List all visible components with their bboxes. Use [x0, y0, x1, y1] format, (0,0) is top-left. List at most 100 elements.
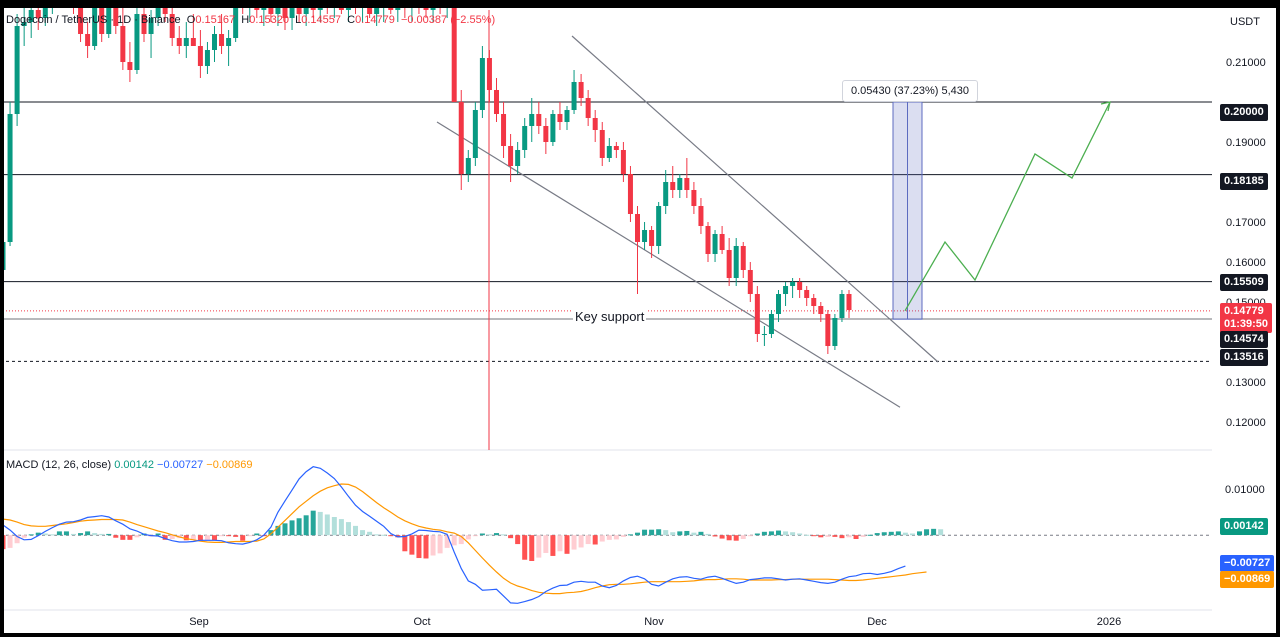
macd-hist-bar-117: [825, 535, 831, 537]
candle-19: [134, 14, 140, 70]
candle-109: [768, 314, 774, 334]
candle-95: [670, 182, 676, 190]
macd-hist-bar-59: [416, 535, 422, 559]
candle-119: [839, 294, 845, 318]
candle-115: [811, 298, 817, 306]
macd-hist-bar-123: [867, 534, 873, 536]
candle-29: [204, 50, 210, 66]
macd-hist-bar-3: [21, 535, 27, 538]
projection-arrowhead: [1100, 101, 1111, 112]
macd-hist-bar-26: [183, 535, 189, 541]
macd-hist-bar-72: [508, 535, 514, 539]
candle-116: [818, 306, 824, 314]
candle-39: [275, 6, 281, 14]
macd-hist-bar-2: [14, 535, 20, 544]
candle-3: [21, 22, 27, 26]
candle-countdown: 01:39:50: [1224, 318, 1269, 330]
macd-hist-bar-50: [353, 525, 358, 536]
macd-hist-bar-122: [860, 535, 866, 537]
macd-hist-bar-31: [219, 535, 225, 537]
macd-hist-bar-125: [881, 532, 887, 536]
macd-hist-bar-63: [444, 535, 450, 548]
candle-66: [465, 158, 471, 174]
candle-120: [846, 294, 852, 310]
macd-hist-bar-104: [733, 535, 739, 541]
macd-hist-bar-96: [677, 531, 683, 536]
macd-hist-bar-95: [670, 532, 676, 536]
candle-108: [761, 334, 767, 335]
macd-hist-bar-110: [776, 530, 781, 536]
candle-22: [155, 6, 161, 18]
candle-114: [804, 290, 810, 298]
key-support-annotation[interactable]: Key support: [573, 309, 647, 324]
macd-hist-bar-69: [486, 534, 492, 536]
candle-20: [141, 14, 147, 34]
current-price: 0.14779: [1224, 305, 1264, 317]
macd-hist-bar-42: [296, 518, 302, 536]
currency-label[interactable]: USDT: [1230, 16, 1260, 28]
candle-102: [719, 234, 725, 250]
macd-hist-bar-10: [71, 533, 76, 536]
candle-11: [78, 6, 84, 34]
candle-24: [169, 14, 175, 38]
macd-hist-bar-74: [522, 535, 528, 560]
macd-hist-bar-132: [931, 528, 937, 536]
measure-tool-label[interactable]: 0.05430 (37.23%) 5,430: [842, 80, 979, 102]
candle-26: [183, 38, 189, 46]
macd-hist-bar-128: [902, 532, 908, 536]
candle-87: [613, 146, 619, 150]
candle-14: [99, 6, 105, 34]
macd-hist-bar-116: [818, 535, 824, 538]
candle-80: [564, 110, 570, 122]
candle-73: [515, 150, 521, 166]
macd-hist-bar-101: [712, 535, 718, 537]
macd-hist-bar-9: [63, 531, 69, 536]
candle-4: [28, 10, 34, 22]
candle-15: [106, 0, 112, 34]
macd-hist-bar-87: [613, 535, 619, 540]
candle-110: [776, 294, 781, 314]
macd-axis-label: 0.01000: [1225, 484, 1265, 496]
candle-111: [783, 286, 789, 294]
macd-hist-bar-30: [212, 535, 217, 541]
macd-legend[interactable]: MACD (12, 26, close) 0.00142 −0.00727 −0…: [6, 459, 252, 471]
macd-hist-bar-115: [811, 535, 817, 537]
macd-hist-bar-60: [423, 535, 429, 559]
candle-105: [740, 246, 746, 270]
candle-23: [162, 6, 168, 14]
candle-13: [92, 6, 98, 46]
macd-hist-bar-124: [874, 533, 880, 536]
macd-line-badge: −0.00727: [1220, 555, 1275, 572]
macd-hist-bar-86: [606, 535, 612, 540]
candle-81: [571, 82, 577, 110]
symbol-title[interactable]: Dogecoin / TetherUS · 1D · Binance: [6, 14, 181, 26]
candle-1: [7, 114, 13, 242]
candle-76: [536, 114, 542, 126]
price-axis-label: 0.16000: [1226, 257, 1266, 269]
macd-hist-bar-46: [324, 514, 330, 536]
candle-85: [599, 130, 605, 158]
close-value: 0.14779: [355, 14, 395, 26]
macd-hist-bar-73: [515, 535, 521, 545]
candle-93: [656, 206, 662, 246]
macd-hist-bar-131: [924, 529, 930, 536]
time-axis-label: 2026: [1097, 616, 1121, 628]
candle-103: [726, 250, 732, 278]
macd-hist-bar-22: [155, 533, 161, 536]
macd-hist-bar-82: [578, 535, 584, 548]
macd-hist-bar-70: [494, 533, 499, 536]
macd-hist-bar-113: [797, 533, 803, 536]
macd-hist-bar-35: [247, 535, 253, 537]
macd-hist-bar-112: [790, 532, 796, 536]
macd-hist-bar-100: [705, 533, 711, 536]
candle-74: [522, 126, 528, 150]
candle-25: [176, 38, 182, 46]
price-badge-020000: 0.20000: [1220, 104, 1268, 121]
macd-hist-bar-1: [7, 535, 13, 548]
macd-hist-bar-91: [642, 529, 648, 536]
candle-30: [212, 34, 217, 50]
candle-92: [649, 230, 655, 246]
macd-hist-bar-130: [917, 531, 922, 536]
candle-64: [451, 0, 457, 102]
